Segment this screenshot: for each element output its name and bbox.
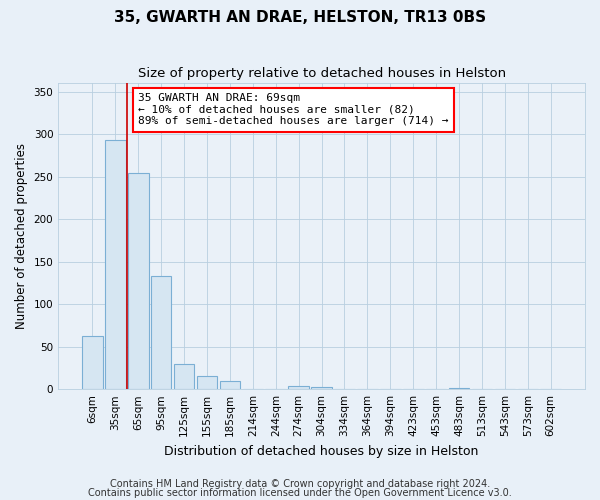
Bar [289,386,309,389]
Bar [311,386,332,389]
Bar [128,173,149,389]
X-axis label: Distribution of detached houses by size in Helston: Distribution of detached houses by size … [164,444,479,458]
Text: Contains public sector information licensed under the Open Government Licence v3: Contains public sector information licen… [88,488,512,498]
Bar [82,336,103,389]
Text: 35, GWARTH AN DRAE, HELSTON, TR13 0BS: 35, GWARTH AN DRAE, HELSTON, TR13 0BS [114,10,486,25]
Bar [220,380,240,389]
Bar [174,364,194,389]
Y-axis label: Number of detached properties: Number of detached properties [15,143,28,329]
Text: 35 GWARTH AN DRAE: 69sqm
← 10% of detached houses are smaller (82)
89% of semi-d: 35 GWARTH AN DRAE: 69sqm ← 10% of detach… [138,94,449,126]
Bar [151,276,172,389]
Title: Size of property relative to detached houses in Helston: Size of property relative to detached ho… [137,68,506,80]
Text: Contains HM Land Registry data © Crown copyright and database right 2024.: Contains HM Land Registry data © Crown c… [110,479,490,489]
Bar [105,140,125,389]
Bar [197,376,217,389]
Bar [449,388,469,389]
